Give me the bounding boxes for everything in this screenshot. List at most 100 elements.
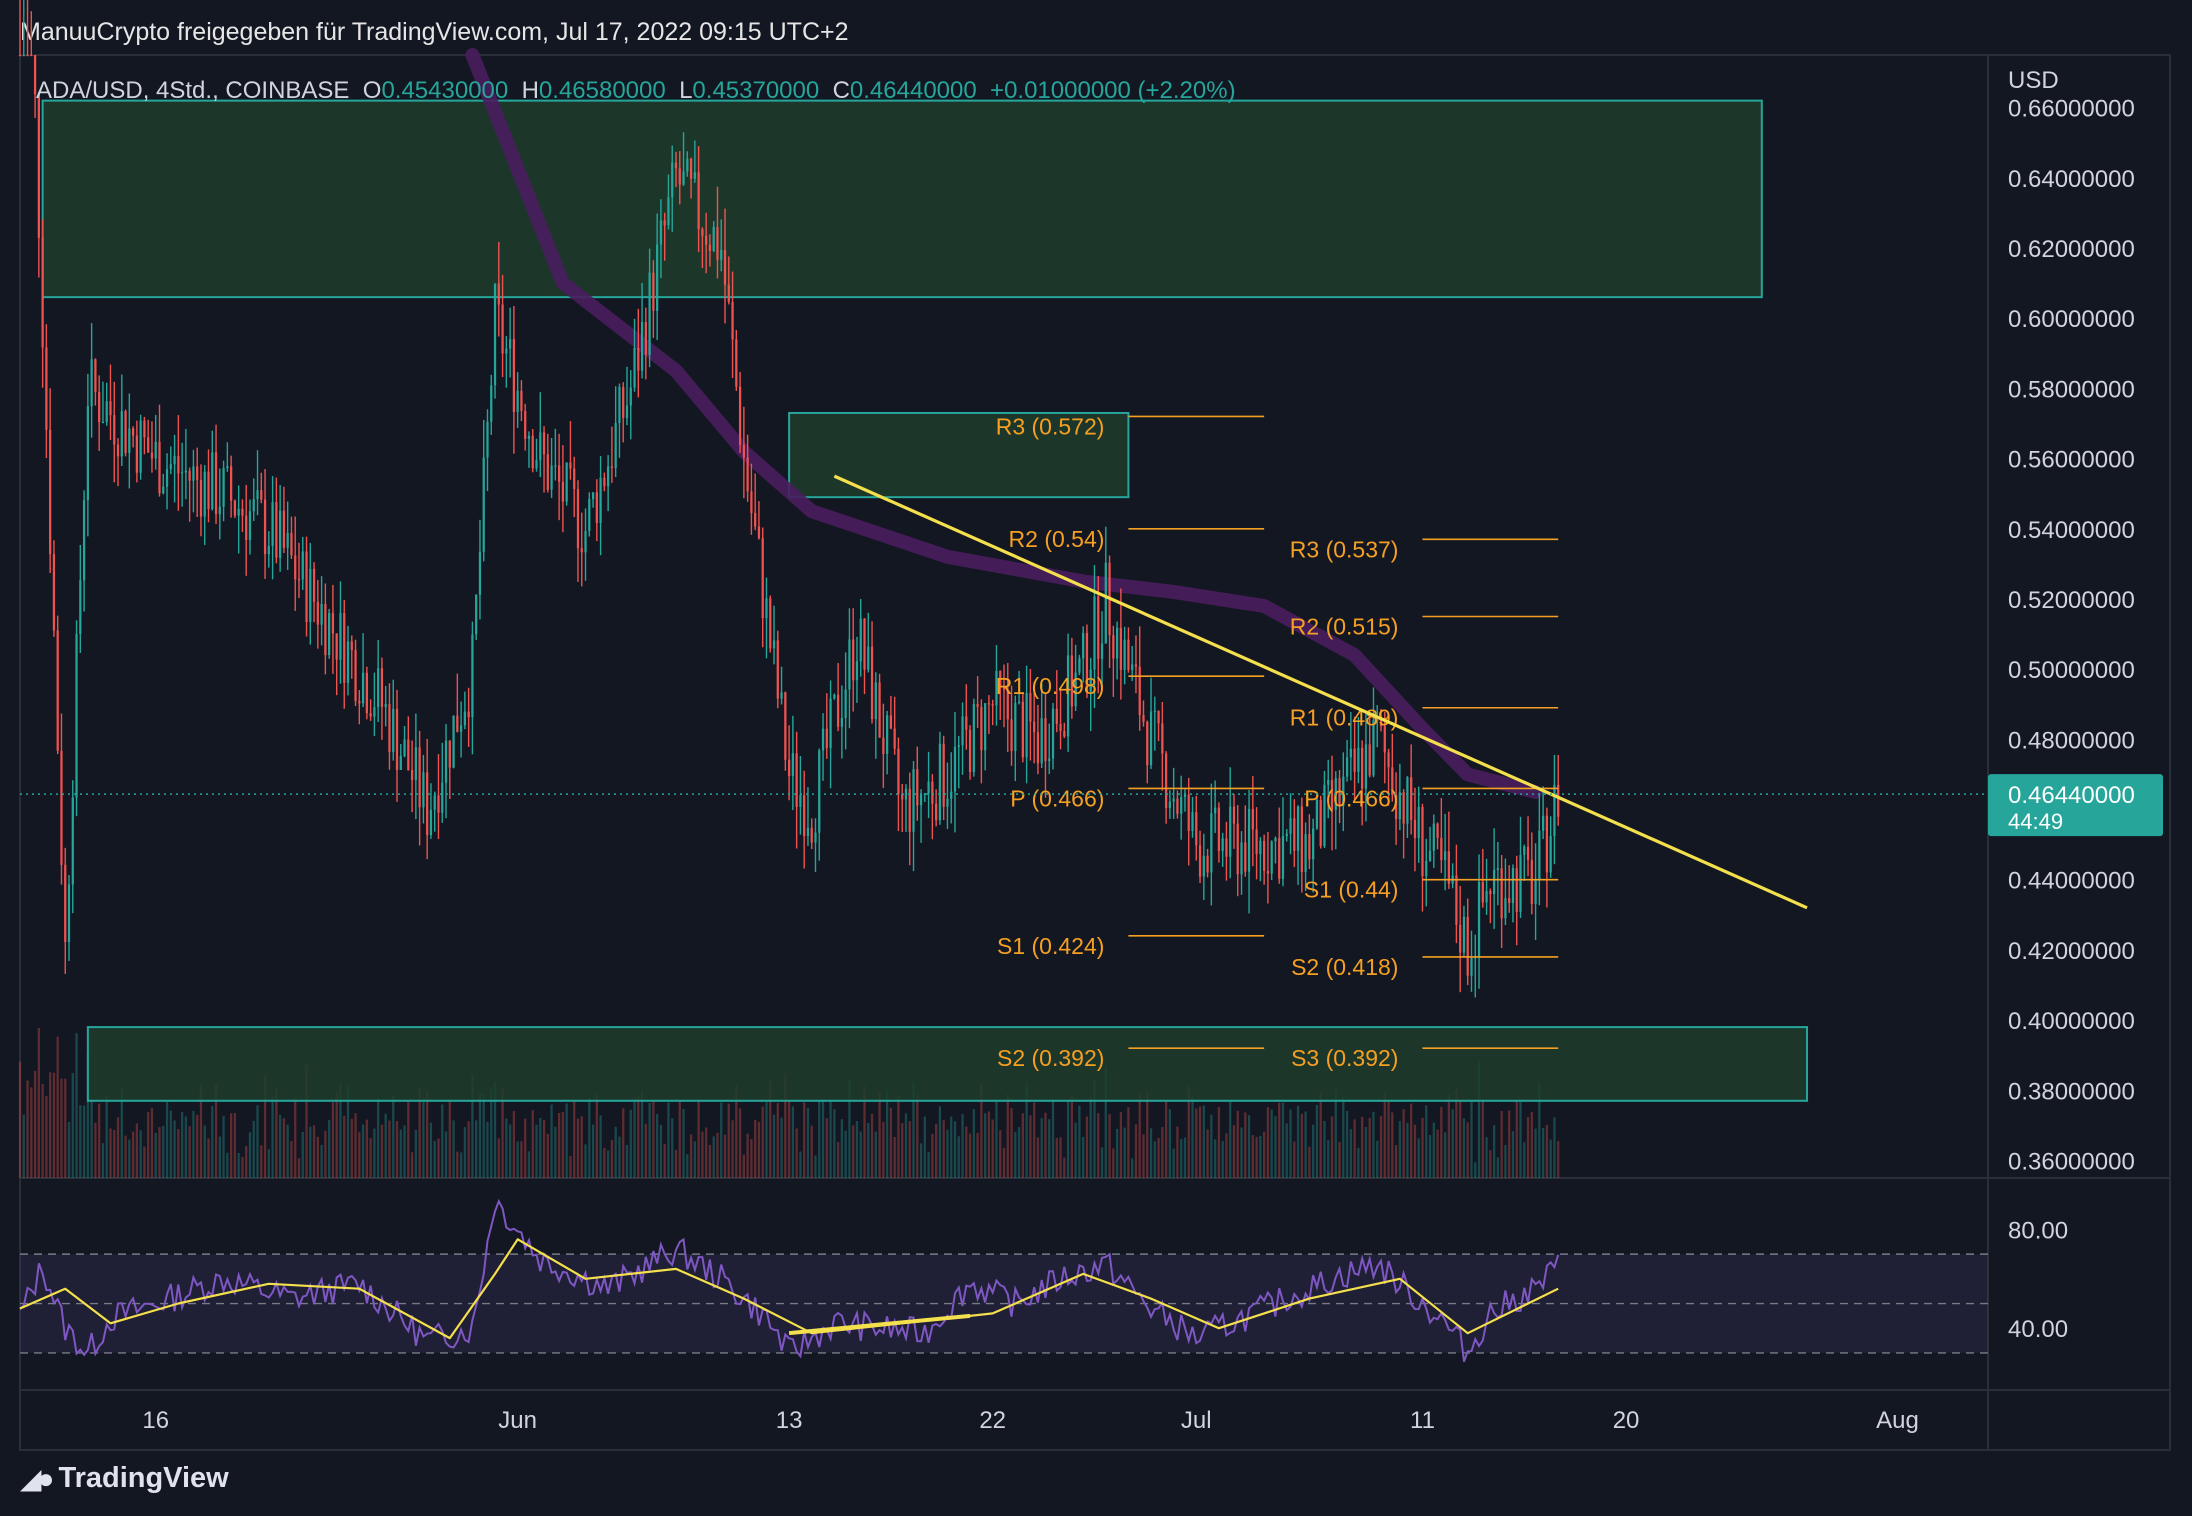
tradingview-logo[interactable]: ◢● TradingView	[20, 1462, 229, 1495]
volume-bar	[927, 1151, 930, 1178]
candle-body	[1202, 855, 1205, 877]
candle-body	[218, 506, 221, 515]
volume-bar	[1157, 1137, 1160, 1178]
volume-bar	[1545, 1125, 1549, 1178]
volume-bar	[539, 1117, 542, 1178]
candle-body	[297, 579, 301, 581]
volume-bar	[671, 1118, 674, 1178]
volume-bar	[471, 1074, 474, 1178]
volume-bar	[286, 1124, 289, 1178]
candle-body	[1036, 732, 1040, 764]
candle-body	[1059, 724, 1062, 732]
candle-body	[912, 769, 915, 832]
volume-bar	[1017, 1127, 1021, 1178]
volume-bar	[603, 1147, 606, 1178]
volume-bar	[1168, 1109, 1172, 1178]
volume-bar	[1553, 1117, 1556, 1178]
volume-bar	[399, 1129, 402, 1178]
volume-bar	[282, 1118, 286, 1178]
candle-body	[1391, 767, 1394, 795]
candle-body	[1293, 818, 1296, 851]
candle-body	[56, 630, 59, 751]
volume-bar	[1210, 1114, 1213, 1178]
candle-body	[1002, 687, 1006, 690]
candle-body	[169, 464, 172, 470]
volume-bar	[844, 1130, 847, 1178]
candle-body	[211, 452, 214, 510]
volume-bar	[867, 1122, 870, 1178]
candle-body	[1357, 747, 1360, 772]
candle-body	[524, 410, 527, 439]
candle-body	[1447, 851, 1451, 884]
candle-body	[1146, 721, 1149, 766]
candle-body	[1296, 806, 1300, 851]
candle-body	[580, 548, 583, 553]
candle-body	[652, 272, 655, 311]
volume-bar	[260, 1145, 263, 1178]
candle-body	[516, 390, 519, 412]
candle-body	[1406, 777, 1409, 824]
volume-bar	[870, 1114, 874, 1178]
ohlc-legend-part: L	[679, 77, 692, 104]
candle-body	[426, 772, 429, 835]
rsi-line	[19, 1198, 1560, 1363]
volume-bar	[908, 1121, 911, 1178]
chart-share-header: ManuuCrypto freigegeben für TradingView.…	[20, 18, 849, 46]
volume-bar	[833, 1109, 836, 1178]
volume-bar	[1033, 1102, 1036, 1178]
candle-body	[1251, 808, 1254, 830]
candle-body	[1323, 784, 1326, 847]
candle-body	[422, 772, 425, 808]
volume-bar	[1413, 1124, 1417, 1178]
candle-body	[1066, 655, 1070, 737]
candle-body	[561, 481, 565, 502]
volume-bar	[1082, 1136, 1085, 1178]
candle-body	[1123, 639, 1126, 670]
candle-body	[328, 613, 331, 656]
candle-body	[901, 793, 904, 800]
candle-body	[441, 782, 444, 813]
candle-body	[1481, 881, 1484, 903]
volume-bar	[1127, 1107, 1130, 1178]
volume-bar	[1500, 1111, 1503, 1178]
volume-bar	[1353, 1119, 1356, 1178]
candle-body	[448, 740, 451, 768]
volume-bar	[618, 1136, 621, 1178]
candle-body	[893, 728, 896, 749]
volume-bar	[1402, 1109, 1405, 1178]
candle-body	[316, 601, 319, 625]
candle-body	[576, 489, 580, 549]
volume-bar	[588, 1098, 591, 1178]
candle-body	[1553, 784, 1556, 837]
candle-body	[644, 322, 647, 355]
volume-bar	[656, 1114, 659, 1178]
candle-body	[459, 725, 463, 732]
volume-bar	[972, 1109, 975, 1178]
candle-body	[1455, 875, 1458, 925]
pivot-levels: R3 (0.572) R2 (0.54) R1 (0.498) P (0.466) S1…	[996, 413, 1559, 1071]
candle-body	[1421, 806, 1424, 877]
candle-body	[878, 682, 881, 738]
candle-body	[252, 499, 255, 512]
volume-bar	[1504, 1145, 1507, 1178]
volume-bar	[1300, 1113, 1303, 1178]
volume-bar	[124, 1135, 127, 1178]
volume-bar	[1247, 1115, 1251, 1178]
candle-body	[1315, 799, 1319, 829]
ohlc-legend-part: 0.45430000	[381, 77, 521, 104]
candle-body	[1247, 808, 1251, 872]
last-price-tag	[1988, 774, 2163, 837]
rsi-tick-label: 80.00	[2008, 1217, 2068, 1244]
trendline[interactable]	[833, 474, 1808, 910]
candle-body	[67, 884, 71, 942]
candle-body	[437, 795, 440, 813]
candle-body	[335, 633, 338, 660]
volume-bar	[780, 1117, 783, 1178]
candle-body	[1410, 777, 1413, 820]
volume-bar	[463, 1127, 467, 1178]
candle-body	[614, 423, 617, 468]
volume-bar	[1368, 1118, 1371, 1178]
candle-body	[1387, 752, 1390, 768]
pivot-label: R3 (0.572)	[996, 413, 1105, 439]
